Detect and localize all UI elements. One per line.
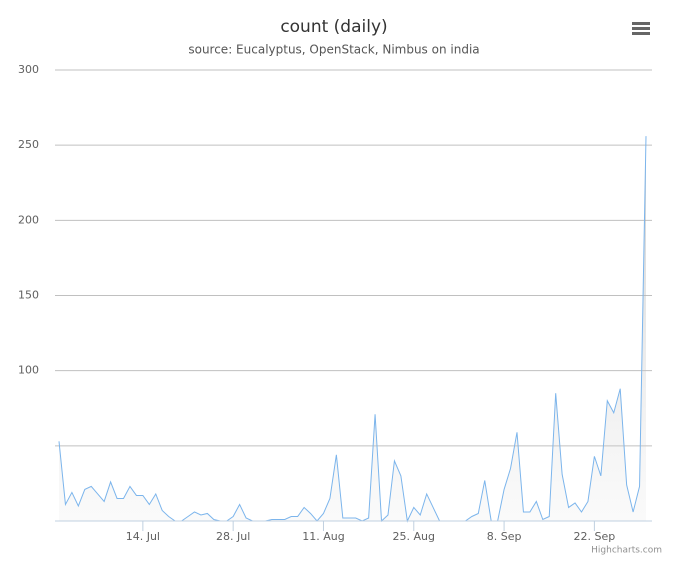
y-tick-label: 150: [18, 289, 39, 302]
chart-subtitle: source: Eucalyptus, OpenStack, Nimbus on…: [188, 43, 479, 57]
y-tick-label: 250: [18, 138, 39, 151]
x-tick-label: 28. Jul: [216, 530, 250, 543]
x-tick-label: 11. Aug: [302, 530, 344, 543]
x-tick-label: 25. Aug: [393, 530, 435, 543]
x-tick-label: 22. Sep: [574, 530, 616, 543]
area-line: [58, 136, 647, 523]
y-tick-label: 200: [18, 213, 39, 226]
menu-bar: [632, 27, 650, 30]
y-tick-label: 100: [18, 364, 39, 377]
x-tick-label: 8. Sep: [487, 530, 522, 543]
credits[interactable]: Highcharts.com: [591, 546, 662, 556]
y-tick-label: 300: [18, 63, 39, 76]
menu-bar: [632, 22, 650, 25]
area-fill: [59, 136, 646, 521]
x-tick-label: 14. Jul: [126, 530, 160, 543]
menu-bar: [632, 32, 650, 35]
chart-title: count (daily): [280, 17, 387, 37]
menu-button[interactable]: [632, 22, 650, 35]
